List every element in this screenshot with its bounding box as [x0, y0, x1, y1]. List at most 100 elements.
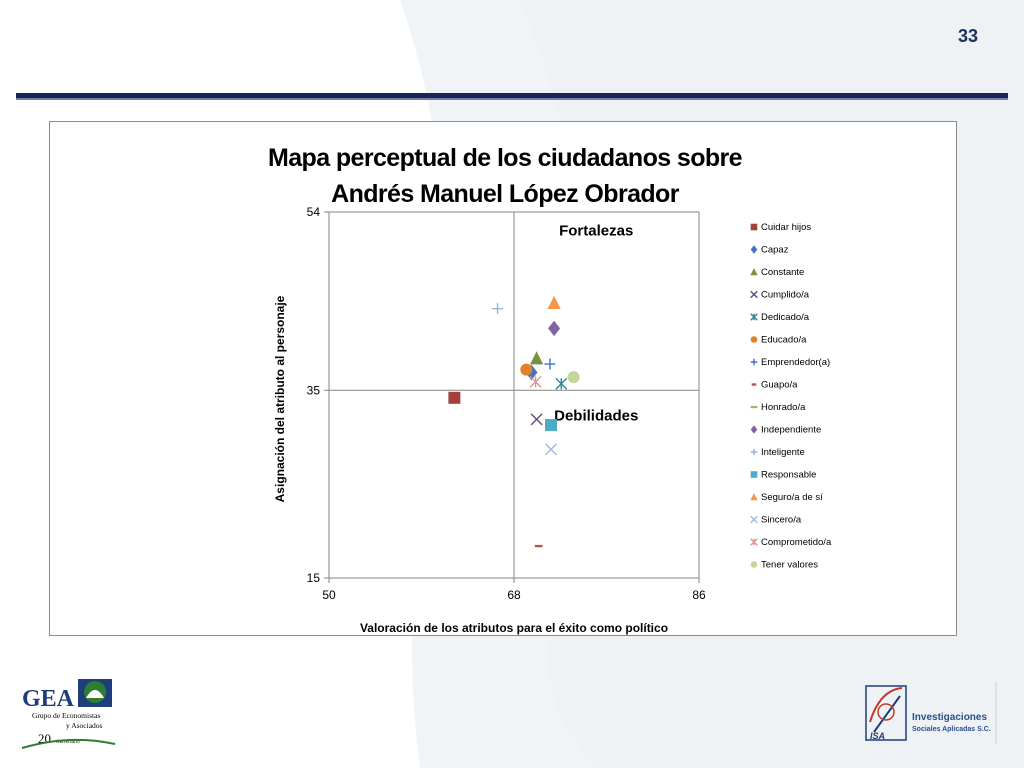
- isa-line1: Investigaciones: [912, 712, 987, 723]
- legend-marker: [750, 448, 758, 456]
- marker-shape: [750, 471, 758, 478]
- y-axis-title: Asignación del atributo al personaje: [273, 295, 287, 502]
- marker-shape: [750, 493, 758, 501]
- marker-shape: [750, 561, 758, 568]
- data-point-sincero-a: [545, 443, 557, 456]
- isa-line2: Sociales Aplicadas S.C.: [912, 726, 991, 733]
- legend-label: Guapo/a: [761, 380, 798, 391]
- quadrant-label: Fortalezas: [559, 222, 633, 239]
- legend-marker: [750, 471, 758, 478]
- marker-shape: [750, 245, 758, 254]
- data-point-independiente: [548, 320, 561, 337]
- marker-shape: [750, 538, 758, 546]
- gea-anniversary-word: Aniversario: [56, 740, 80, 745]
- y-tick-label: 54: [307, 205, 321, 219]
- legend-label: Cumplido/a: [761, 290, 810, 301]
- marker-shape: [547, 295, 561, 310]
- legend-label: Seguro/a de sí: [761, 492, 823, 503]
- legend-label: Educado/a: [761, 335, 807, 346]
- legend-label: Dedicado/a: [761, 312, 810, 323]
- gea-logo-text: GEA: [22, 686, 75, 712]
- legend-marker: [750, 336, 758, 343]
- marker-shape: [750, 290, 758, 299]
- marker-shape: [555, 377, 568, 390]
- legend-label: Capaz: [761, 245, 789, 256]
- marker-shape: [448, 391, 461, 404]
- marker-shape: [750, 223, 758, 231]
- marker-shape: [534, 544, 543, 548]
- data-point-dedicado-a: [555, 377, 568, 390]
- marker-shape: [750, 268, 758, 276]
- marker-shape: [529, 375, 542, 388]
- legend-label: Independiente: [761, 425, 821, 436]
- legend-marker: [750, 515, 758, 524]
- legend-marker: [751, 383, 757, 386]
- legend-label: Cuidar hijos: [761, 222, 811, 233]
- legend-label: Honrado/a: [761, 402, 806, 413]
- legend-marker: [750, 493, 758, 501]
- legend-marker: [750, 268, 758, 276]
- legend-label: Tener valores: [761, 560, 818, 571]
- marker-shape: [750, 515, 758, 524]
- legend-marker: [750, 406, 758, 409]
- y-tick-label: 15: [307, 571, 321, 585]
- chart-frame: Mapa perceptual de los ciudadanos sobre …: [49, 121, 957, 636]
- legend-label: Comprometido/a: [761, 537, 832, 548]
- chart-title-line2: Andrés Manuel López Obrador: [331, 180, 679, 208]
- marker-shape: [750, 406, 758, 409]
- marker-shape: [548, 320, 561, 337]
- chart-title: Mapa perceptual de los ciudadanos sobre …: [250, 140, 760, 212]
- data-point-responsable: [545, 419, 557, 432]
- legend-marker: [750, 245, 758, 254]
- marker-shape: [751, 383, 757, 386]
- legend-label: Inteligente: [761, 447, 805, 458]
- data-point-cuidar-hijos: [448, 391, 461, 404]
- x-tick-label: 50: [322, 588, 336, 602]
- data-point-educado-a: [520, 363, 533, 376]
- marker-shape: [750, 313, 758, 321]
- marker-shape: [567, 371, 580, 384]
- marker-shape: [750, 448, 758, 456]
- marker-shape: [545, 419, 557, 432]
- legend-marker: [750, 358, 758, 366]
- legend-label: Emprendedor(a): [761, 357, 830, 368]
- scatter-chart: 50 68 86 15 35 54 Valoración de los atributos …: [273, 205, 832, 635]
- data-point-guapo-a: [534, 544, 543, 548]
- isa-mark: ISA: [870, 731, 885, 741]
- x-tick-label: 86: [692, 588, 706, 602]
- marker-shape: [544, 358, 556, 370]
- x-tick-label: 68: [507, 588, 521, 602]
- slide-number: 33: [957, 26, 978, 46]
- marker-shape: [520, 363, 533, 376]
- isa-logo: ISA Investigaciones Sociales Aplicadas S…: [865, 682, 997, 744]
- data-point-constante: [530, 351, 544, 365]
- legend-marker: [750, 290, 758, 299]
- data-point-emprendedor-a-: [544, 358, 556, 370]
- legend-label: Sincero/a: [761, 515, 802, 526]
- legend-marker: [750, 561, 758, 568]
- data-point-comprometido-a: [529, 375, 542, 388]
- y-tick-label: 35: [307, 383, 321, 397]
- gea-name-line1: Grupo de Economistas: [32, 711, 100, 720]
- quadrant-label: Debilidades: [554, 407, 638, 424]
- marker-shape: [492, 303, 504, 315]
- legend-marker: [750, 313, 758, 321]
- gea-name-line2: y Asociados: [66, 721, 103, 730]
- marker-shape: [530, 351, 544, 365]
- marker-shape: [750, 358, 758, 366]
- marker-shape: [750, 425, 758, 434]
- marker-shape: [545, 443, 557, 456]
- data-point-cumplido-a: [530, 413, 543, 426]
- legend-label: Responsable: [761, 470, 816, 481]
- data-point-inteligente: [492, 303, 504, 315]
- data-point-seguro-a-de-s-: [547, 295, 561, 310]
- marker-shape: [530, 413, 543, 426]
- marker-shape: [750, 336, 758, 343]
- header-rule: [16, 93, 1008, 98]
- legend-marker: [750, 425, 758, 434]
- x-axis-title: Valoración de los atributos para el éxit…: [360, 621, 668, 635]
- legend-marker: [750, 223, 758, 231]
- gea-logo: GEA Grupo de Economistas y Asociados 20 …: [21, 679, 116, 749]
- legend-label: Constante: [761, 267, 804, 278]
- chart-title-line1: Mapa perceptual de los ciudadanos sobre: [268, 144, 743, 172]
